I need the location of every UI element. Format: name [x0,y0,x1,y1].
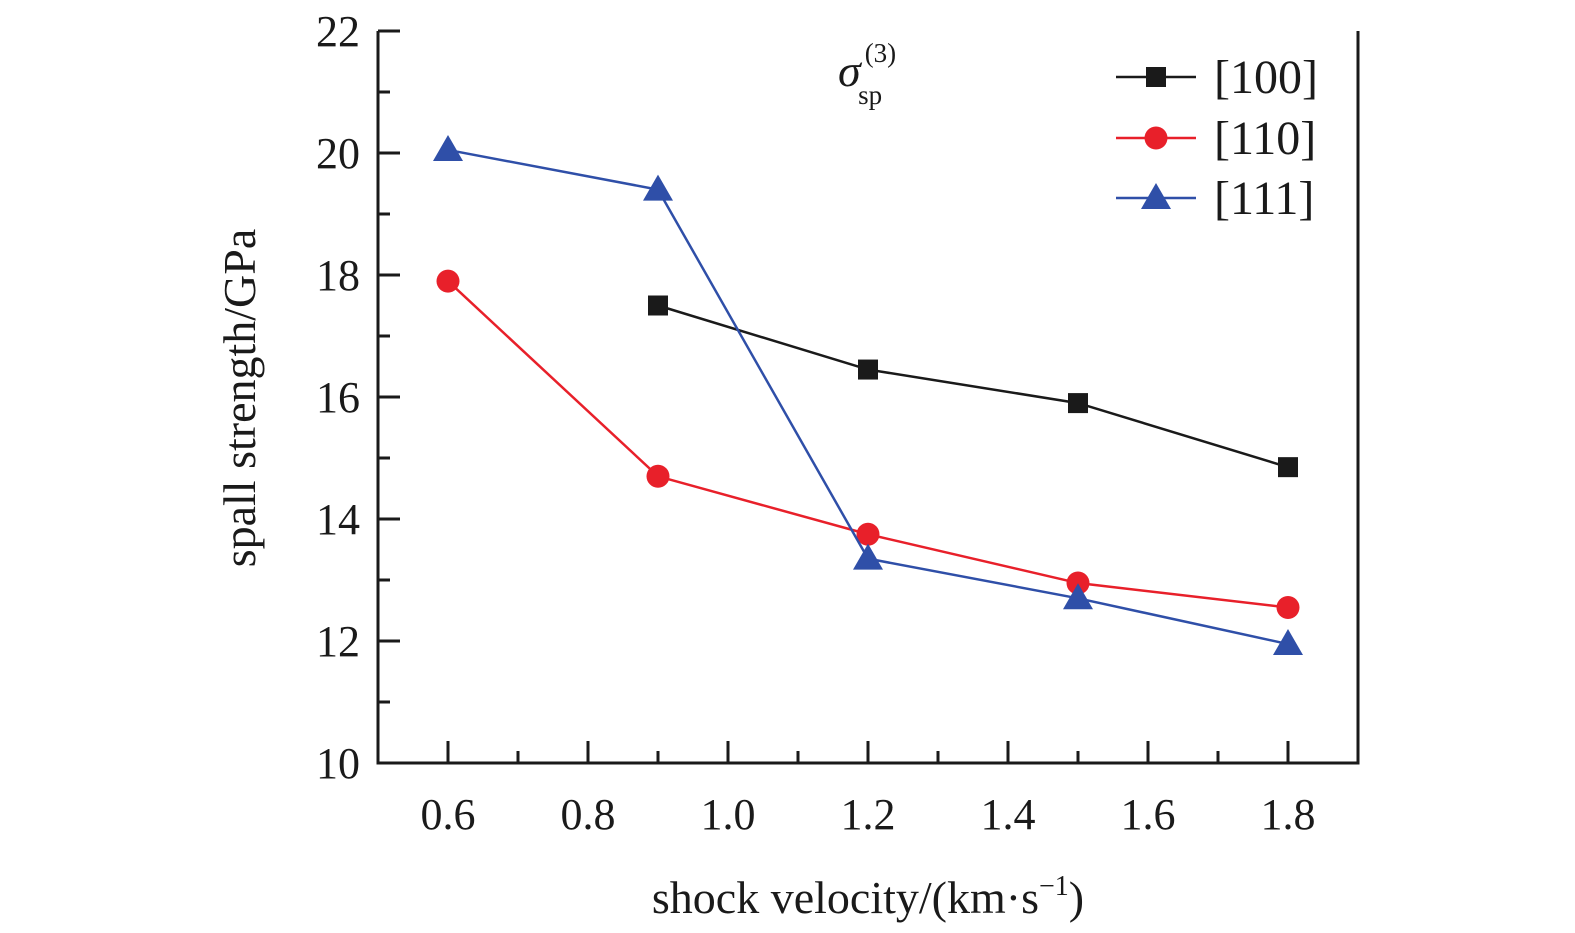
series-circle [436,269,1300,619]
data-point-triangle [1063,583,1093,610]
data-point-triangle [643,174,673,201]
y-tick-label: 20 [316,129,360,178]
legend-item: [110] [1116,112,1316,165]
legend-item: [111] [1116,172,1314,225]
y-axis-label: spall strength/GPa [214,229,265,568]
x-axis-label: shock velocity/(km·s−1) [652,871,1084,923]
x-tick-label: 1.6 [1121,790,1176,839]
legend-label: [110] [1214,112,1316,165]
data-point-circle [436,269,460,293]
legend-marker-square [1146,67,1166,87]
legend-marker-triangle [1141,183,1171,209]
y-tick-label: 16 [316,373,360,422]
legend: [100] [110] [111] [1116,51,1318,225]
x-tick-label: 1.4 [981,790,1036,839]
series-square [648,295,1298,478]
data-point-square [1278,457,1298,478]
legend-label: [111] [1214,172,1314,225]
x-tick-label: 0.8 [561,790,616,839]
data-point-square [858,359,878,380]
y-tick-label: 18 [316,251,360,300]
data-point-circle [1276,595,1300,619]
data-point-circle [1066,571,1090,595]
data-point-triangle [433,134,463,161]
y-tick-label: 22 [316,7,360,56]
data-point-square [648,295,668,316]
y-tick-label: 14 [316,495,360,544]
x-tick-label: 1.0 [701,790,756,839]
legend-item: [100] [1116,51,1318,104]
data-point-square [1068,393,1088,414]
x-tick-label: 1.8 [1261,790,1316,839]
axes: 0.6 0.8 1.0 1.2 1.4 1.6 1.8 10 12 14 16 18 20 22 [316,7,1360,839]
annotation-sigma-sp: σ (3) sp [838,38,896,110]
y-tick-label: 12 [316,617,360,666]
x-tick-label: 0.6 [421,790,476,839]
y-tick-label: 10 [316,739,360,788]
data-point-triangle [853,543,883,570]
legend-marker-circle [1144,126,1168,150]
x-tick-label: 1.2 [841,790,896,839]
axis-frame [376,31,1360,765]
legend-label: [100] [1214,51,1318,104]
data-point-circle [856,522,880,546]
data-point-triangle [1273,629,1303,656]
plot-series [433,134,1303,656]
data-point-circle [646,464,670,488]
series-triangle [433,134,1303,656]
series-line [657,304,1289,469]
